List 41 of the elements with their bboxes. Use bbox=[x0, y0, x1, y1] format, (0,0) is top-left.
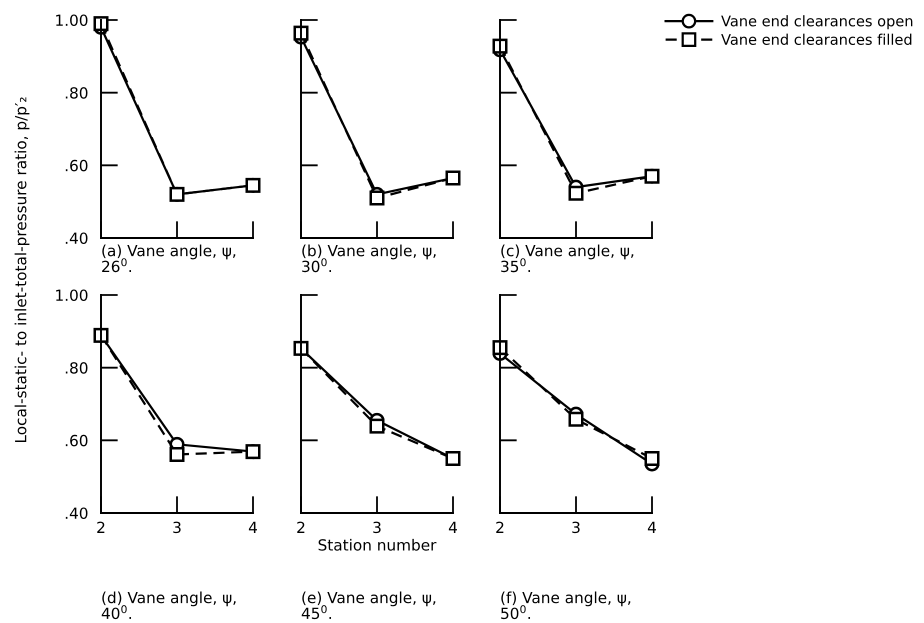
y-tick-label: .40 bbox=[66, 507, 88, 520]
point bbox=[568, 412, 584, 427]
x-tick-label: 3 bbox=[173, 522, 181, 534]
x-tick-label: 3 bbox=[572, 522, 580, 534]
x-tick-label: 4 bbox=[648, 522, 656, 533]
text: (d) Vane angle, ψ, 40$^{0}$. bbox=[102, 591, 236, 620]
x-tick-label: 4 bbox=[448, 522, 458, 533]
y-tick-label: 1.00 bbox=[56, 289, 88, 302]
text: (c) Vane angle, ψ, 35$^{0}$. bbox=[501, 244, 634, 272]
x-tick-label: 2 bbox=[297, 522, 304, 533]
point bbox=[446, 451, 460, 466]
text: (e) Vane angle, ψ, 45$^{0}$. bbox=[302, 591, 436, 620]
x-tick-label: 2 bbox=[496, 522, 504, 533]
text: (a) Vane angle, ψ, 26$^{0}$. bbox=[102, 244, 236, 272]
y-tick-label: 1.00 bbox=[56, 14, 88, 26]
y-tick-label: .80 bbox=[66, 362, 88, 374]
point bbox=[170, 447, 184, 462]
x-tick-label: 4 bbox=[248, 522, 258, 533]
y-tick-label: .40 bbox=[66, 232, 88, 244]
point bbox=[170, 186, 184, 202]
x-axis-title: Station number bbox=[318, 538, 436, 551]
y-tick-label: .60 bbox=[66, 160, 88, 172]
point bbox=[246, 178, 260, 193]
text: (b) Vane angle, ψ, 30$^{0}$. bbox=[302, 244, 436, 272]
legend-label: Vane end clearances open bbox=[721, 15, 912, 30]
point bbox=[370, 418, 384, 434]
y-tick-label: .60 bbox=[66, 434, 88, 446]
legend-label: Vane end clearances filled bbox=[721, 34, 912, 45]
x-tick-label: 3 bbox=[373, 522, 381, 534]
point bbox=[568, 186, 584, 201]
point bbox=[294, 340, 308, 356]
y-axis-title: Local-static- to inlet-total-pressure ratio, p/p′₂ bbox=[14, 97, 30, 442]
y-tick-label: .80 bbox=[66, 87, 88, 99]
text: (f) Vane angle, ψ, 50$^{0}$. bbox=[501, 591, 630, 620]
point bbox=[370, 190, 384, 206]
x-tick-label: 2 bbox=[97, 522, 104, 533]
point bbox=[94, 328, 108, 343]
point bbox=[446, 170, 460, 186]
point bbox=[644, 168, 660, 184]
point bbox=[644, 451, 660, 466]
point bbox=[246, 444, 260, 460]
